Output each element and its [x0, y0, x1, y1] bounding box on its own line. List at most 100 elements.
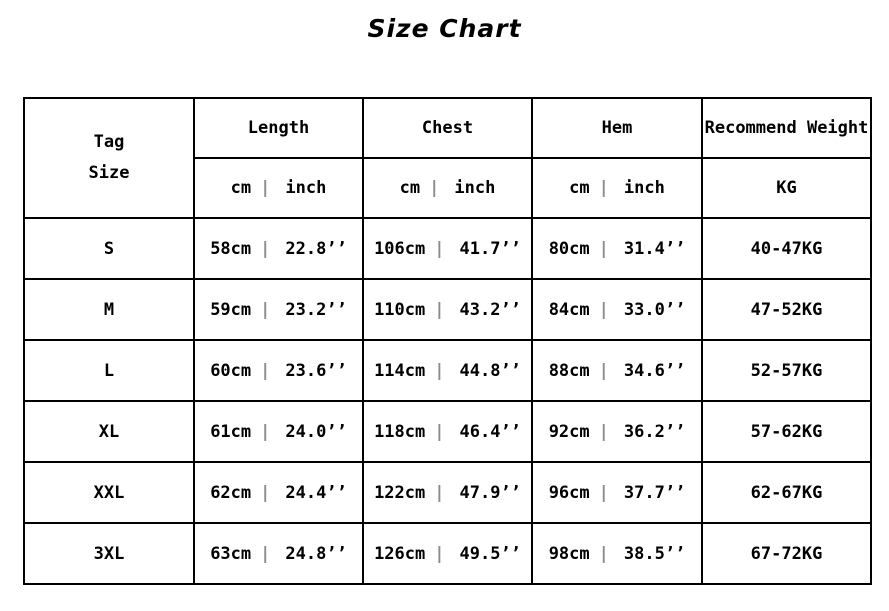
page-title: Size Chart: [367, 14, 522, 43]
chest-units: cm | inch: [362, 157, 533, 219]
hem-inch: 33.0’’: [623, 299, 686, 320]
header-hem: Hem: [531, 97, 703, 159]
hem-inch: 34.6’’: [623, 360, 686, 381]
length-cell: 63cm | 24.8’’: [193, 522, 364, 585]
separator: |: [434, 299, 445, 320]
chest-cm: 122cm: [374, 482, 426, 503]
length-cm: 62cm: [210, 482, 252, 503]
hem-cell: 96cm | 37.7’’: [531, 461, 703, 524]
chest-cm: 106cm: [374, 238, 426, 259]
unit-inch: inch: [285, 178, 327, 198]
unit-cm: cm: [230, 178, 252, 198]
header-chest: Chest: [362, 97, 533, 159]
header-row-top: Tag Size Length Chest Hem Recommend Weig…: [23, 97, 872, 219]
separator: |: [434, 421, 445, 442]
length-cell: 61cm | 24.0’’: [193, 400, 364, 463]
hem-cell: 98cm | 38.5’’: [531, 522, 703, 585]
chest-cell: 114cm | 44.8’’: [362, 339, 533, 402]
separator: |: [598, 543, 609, 564]
weight-cell: 57-62KG: [701, 400, 872, 463]
size-cell: M: [23, 278, 195, 341]
unit-inch: inch: [623, 178, 665, 198]
hem-cm: 98cm: [548, 543, 590, 564]
separator: |: [260, 360, 271, 381]
header-size-line: Size: [88, 163, 130, 183]
chest-inch: 44.8’’: [459, 360, 521, 381]
hem-cm: 84cm: [548, 299, 590, 320]
weight-unit: KG: [701, 157, 872, 219]
separator: |: [598, 238, 609, 259]
separator: |: [260, 421, 271, 442]
hem-inch: 31.4’’: [623, 238, 686, 259]
separator: |: [434, 238, 445, 259]
unit-cm: cm: [399, 178, 421, 198]
size-cell: 3XL: [23, 522, 195, 585]
length-cell: 58cm | 22.8’’: [193, 217, 364, 280]
hem-inch: 36.2’’: [623, 421, 686, 442]
separator: |: [598, 299, 609, 320]
length-units: cm | inch: [193, 157, 364, 219]
chest-inch: 41.7’’: [459, 238, 521, 259]
header-length: Length: [193, 97, 364, 159]
chest-inch: 43.2’’: [459, 299, 521, 320]
length-cm: 63cm: [210, 543, 252, 564]
length-inch: 24.4’’: [285, 482, 347, 503]
chest-cell: 106cm | 41.7’’: [362, 217, 533, 280]
chest-inch: 49.5’’: [459, 543, 521, 564]
size-cell: L: [23, 339, 195, 402]
size-chart-table: Tag Size Length Chest Hem Recommend Weig…: [23, 97, 872, 585]
chest-inch: 47.9’’: [459, 482, 521, 503]
hem-cell: 88cm | 34.6’’: [531, 339, 703, 402]
size-cell: S: [23, 217, 195, 280]
weight-cell: 47-52KG: [701, 278, 872, 341]
separator: |: [260, 238, 271, 259]
hem-units: cm | inch: [531, 157, 703, 219]
hem-inch: 38.5’’: [623, 543, 686, 564]
length-cm: 58cm: [210, 238, 252, 259]
hem-cm: 96cm: [548, 482, 590, 503]
weight-cell: 62-67KG: [701, 461, 872, 524]
length-cell: 60cm | 23.6’’: [193, 339, 364, 402]
separator: |: [260, 299, 271, 320]
separator: |: [598, 360, 609, 381]
chest-cell: 122cm | 47.9’’: [362, 461, 533, 524]
separator: |: [429, 178, 440, 198]
hem-cm: 80cm: [548, 238, 590, 259]
chest-cm: 114cm: [374, 360, 426, 381]
table-row-s: S 58cm | 22.8’’ 106cm | 41.7’’ 80cm | 31.4’’ 4…: [23, 217, 872, 280]
separator: |: [598, 482, 609, 503]
table-row-3xl: 3XL 63cm | 24.8’’ 126cm | 49.5’’ 98cm | 38.5’’…: [23, 522, 872, 585]
separator: |: [434, 360, 445, 381]
hem-cell: 80cm | 31.4’’: [531, 217, 703, 280]
header-recommend-weight: Recommend Weight: [701, 97, 872, 159]
length-cm: 59cm: [210, 299, 252, 320]
chest-inch: 46.4’’: [459, 421, 521, 442]
weight-cell: 40-47KG: [701, 217, 872, 280]
chest-cell: 118cm | 46.4’’: [362, 400, 533, 463]
header-row-units: cm | inch cm | inch cm | inch KG: [24, 157, 872, 219]
separator: |: [598, 178, 609, 198]
header-tag-line: Tag: [93, 132, 125, 152]
chest-cell: 110cm | 43.2’’: [362, 278, 533, 341]
length-cm: 61cm: [210, 421, 252, 442]
chest-cell: 126cm | 49.5’’: [362, 522, 533, 585]
length-inch: 24.0’’: [285, 421, 347, 442]
separator: |: [434, 543, 445, 564]
weight-cell: 52-57KG: [701, 339, 872, 402]
separator: |: [260, 482, 271, 503]
length-inch: 23.2’’: [285, 299, 347, 320]
hem-cm: 92cm: [548, 421, 590, 442]
length-cell: 59cm | 23.2’’: [193, 278, 364, 341]
unit-cm: cm: [569, 178, 590, 198]
hem-cm: 88cm: [548, 360, 590, 381]
size-cell: XXL: [23, 461, 195, 524]
table-row-l: L 60cm | 23.6’’ 114cm | 44.8’’ 88cm | 34.6’’ 5…: [23, 339, 872, 402]
chest-cm: 118cm: [374, 421, 426, 442]
hem-inch: 37.7’’: [623, 482, 686, 503]
table-row-xl: XL 61cm | 24.0’’ 118cm | 46.4’’ 92cm | 36.2’’ …: [23, 400, 872, 463]
table-row-m: M 59cm | 23.2’’ 110cm | 43.2’’ 84cm | 33.0’’ 4…: [23, 278, 872, 341]
length-inch: 24.8’’: [285, 543, 347, 564]
length-inch: 22.8’’: [285, 238, 347, 259]
separator: |: [260, 543, 271, 564]
